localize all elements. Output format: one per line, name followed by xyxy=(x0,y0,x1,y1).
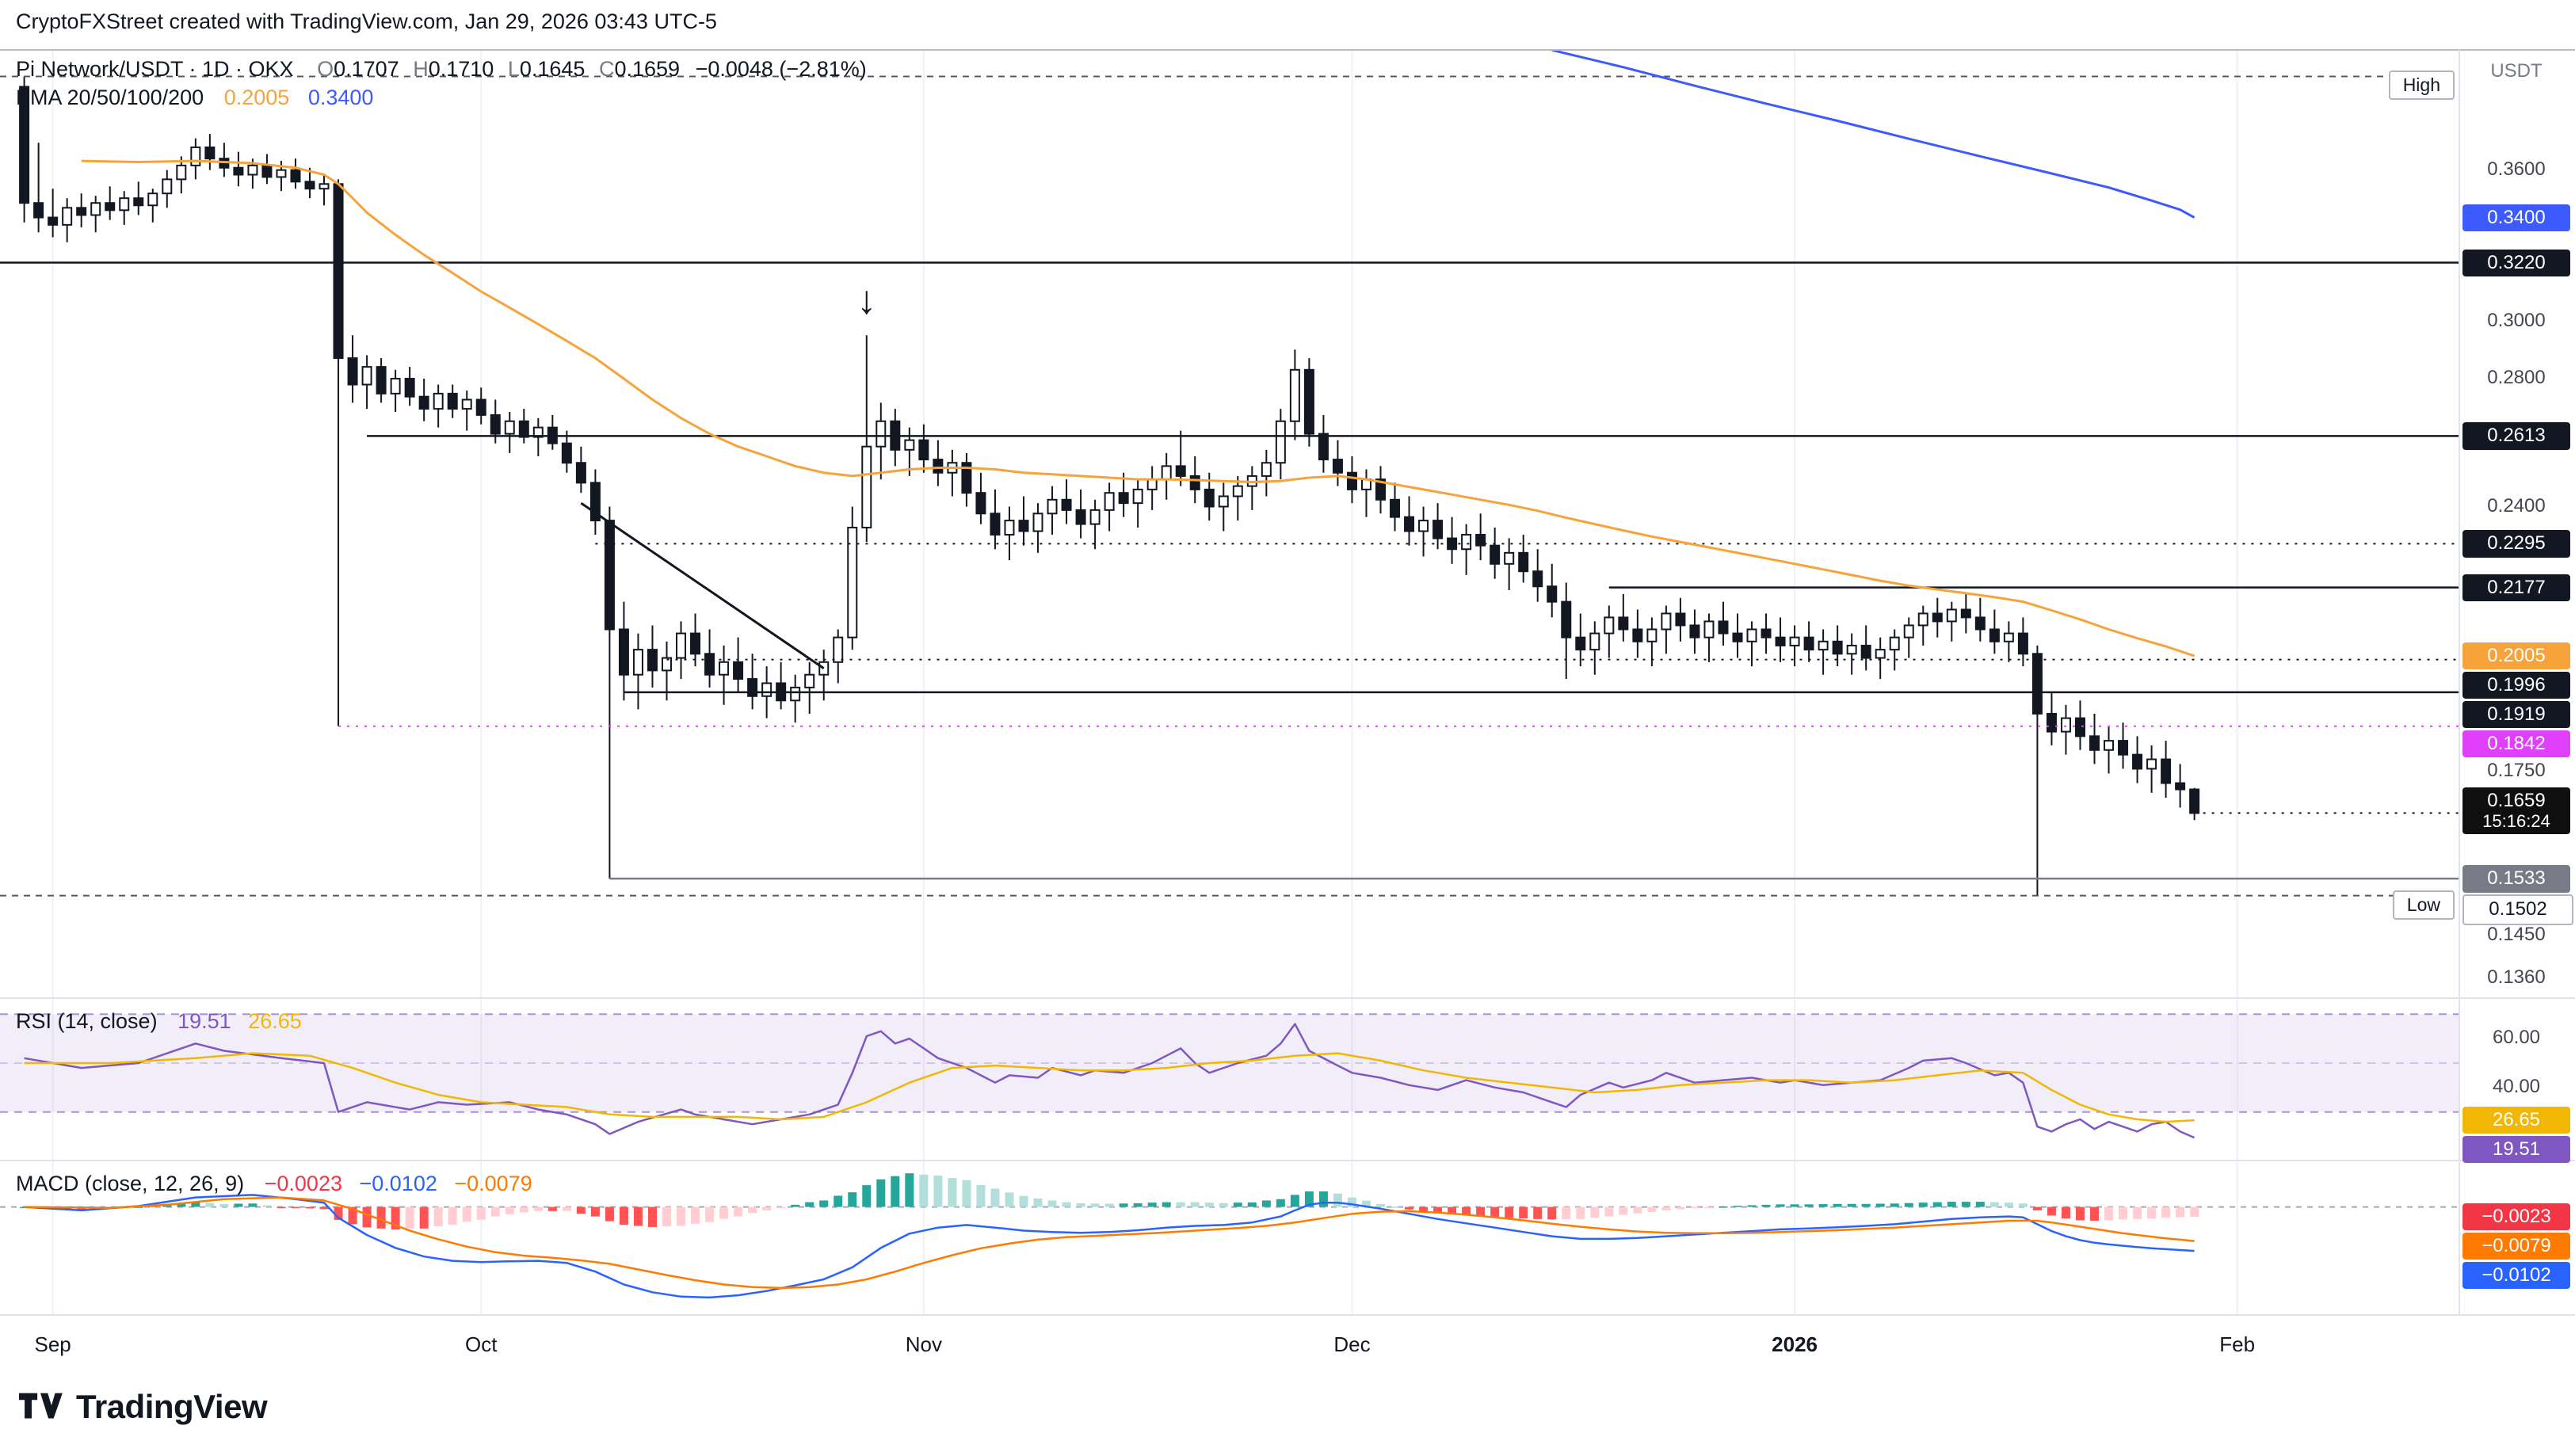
price-axis-tick: 0.1450 xyxy=(2487,924,2546,946)
high-label: H xyxy=(413,57,429,81)
rsi-ma-value: 26.65 xyxy=(248,1009,302,1033)
change-value: −0.0048 (−2.81%) xyxy=(695,57,867,81)
symbol-title: Pi Network/USDT · 1D · OKX xyxy=(16,57,294,81)
price-axis-badge: 0.1502 xyxy=(2462,894,2573,925)
price-axis-tick: 40.00 xyxy=(2492,1075,2541,1097)
tradingview-wordmark: TradingView xyxy=(76,1388,268,1425)
ema-fast-value: 0.2005 xyxy=(223,86,290,109)
price-axis-badge: −0.0023 xyxy=(2462,1203,2570,1231)
macd-label: MACD (close, 12, 26, 9) xyxy=(16,1172,245,1195)
price-axis-tick: 0.3000 xyxy=(2487,309,2546,331)
high-label-badge: High xyxy=(2388,71,2455,101)
price-axis-tick: 0.1750 xyxy=(2487,759,2546,781)
macd-hist-value: −0.0023 xyxy=(264,1172,342,1195)
open-label: O xyxy=(317,57,334,81)
ema-label: EMA 20/50/100/200 xyxy=(16,86,204,109)
ema-slow-value: 0.3400 xyxy=(307,86,374,109)
credit-text: CryptoFXStreet created with TradingView.… xyxy=(16,10,717,33)
price-axis-badge: −0.0102 xyxy=(2462,1262,2570,1290)
price-axis-tick: 0.2400 xyxy=(2487,494,2546,516)
price-axis-badge: 0.1533 xyxy=(2462,865,2570,893)
ema-legend: EMA 20/50/100/200 0.2005 0.3400 xyxy=(16,86,373,110)
price-axis-tick: 0.3600 xyxy=(2487,158,2546,180)
low-value: 0.1645 xyxy=(519,57,586,81)
price-axis-badge: 0.1919 xyxy=(2462,700,2570,729)
price-axis-badge: 26.65 xyxy=(2462,1107,2570,1134)
price-axis-badge: 0.2613 xyxy=(2462,422,2570,450)
price-axis-badge: 0.1996 xyxy=(2462,671,2570,699)
rsi-label: RSI (14, close) xyxy=(16,1009,158,1033)
low-label: L xyxy=(507,57,520,81)
time-label: Oct xyxy=(465,1332,498,1356)
price-axis-tick: 0.1360 xyxy=(2487,966,2546,988)
price-axis-badge: 0.1659 15:16:24 xyxy=(2462,787,2570,834)
rsi-legend: RSI (14, close) 19.51 26.65 xyxy=(16,1009,302,1034)
svg-text:↓: ↓ xyxy=(856,277,876,322)
open-value: 0.1707 xyxy=(334,57,399,81)
price-axis-badge: 19.51 xyxy=(2462,1136,2570,1164)
macd-signal-value: −0.0079 xyxy=(454,1172,532,1195)
time-label: 2026 xyxy=(1772,1332,1818,1356)
price-axis-badge: 0.2177 xyxy=(2462,574,2570,602)
price-axis-badge: 0.2005 xyxy=(2462,642,2570,670)
price-axis-tick: 0.2800 xyxy=(2487,366,2546,388)
symbol-legend: Pi Network/USDT · 1D · OKX O0.1707 H0.17… xyxy=(16,57,867,82)
macd-legend: MACD (close, 12, 26, 9) −0.0023 −0.0102 … xyxy=(16,1172,532,1196)
price-axis-badge: 0.2295 xyxy=(2462,530,2570,558)
time-label: Sep xyxy=(34,1332,71,1356)
high-value: 0.1710 xyxy=(428,57,494,81)
axis-currency-label: USDT xyxy=(2490,60,2543,82)
close-label: C xyxy=(598,57,615,81)
tradingview-logo[interactable]: TradingView xyxy=(17,1388,268,1426)
time-label: Dec xyxy=(1333,1332,1371,1356)
price-axis-badge: −0.0079 xyxy=(2462,1233,2570,1260)
price-axis-badge: 0.3220 xyxy=(2462,249,2570,276)
rsi-value: 19.51 xyxy=(177,1009,231,1033)
time-label: Feb xyxy=(2219,1332,2256,1356)
tradingview-icon xyxy=(18,1393,63,1419)
price-axis-badge: 0.1842 xyxy=(2462,730,2570,758)
time-label: Nov xyxy=(905,1332,942,1356)
low-label-badge: Low xyxy=(2392,890,2455,920)
macd-line-value: −0.0102 xyxy=(359,1172,437,1195)
price-axis-tick: 60.00 xyxy=(2492,1027,2541,1049)
close-value: 0.1659 xyxy=(614,57,681,81)
price-axis-badge: 0.3400 xyxy=(2462,204,2570,231)
